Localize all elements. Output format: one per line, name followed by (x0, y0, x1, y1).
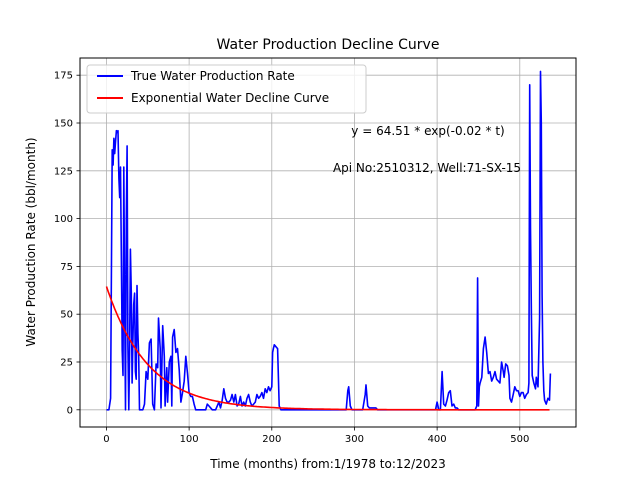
equation-annotation: y = 64.51 * exp(-0.02 * t) (351, 124, 504, 138)
x-tick-label: 200 (262, 434, 281, 445)
legend-label-true-rate: True Water Production Rate (130, 69, 295, 83)
x-tick-label: 400 (428, 434, 447, 445)
x-axis-label: Time (months) from:1/1978 to:12/2023 (209, 457, 446, 471)
y-tick-label: 25 (60, 357, 73, 368)
legend: True Water Production Rate Exponential W… (86, 64, 367, 114)
y-tick-label: 100 (54, 214, 73, 225)
series-line-true-rate (106, 70, 552, 411)
y-tick-label: 50 (60, 310, 73, 321)
legend-label-decline-curve: Exponential Water Decline Curve (131, 91, 329, 105)
y-tick-label: 125 (54, 166, 73, 177)
x-axis: 0 100 200 300 400 500 (103, 427, 529, 445)
series-line-decline-curve (105, 286, 550, 411)
x-tick-label: 100 (180, 434, 199, 445)
y-tick-label: 0 (67, 405, 73, 416)
y-tick-label: 150 (54, 119, 73, 130)
x-tick-label: 300 (345, 434, 364, 445)
series-layer (105, 70, 552, 411)
well-annotation: Api No:2510312, Well:71-SX-15 (333, 161, 521, 175)
plot-frame (79, 57, 577, 428)
x-tick-label: 0 (103, 434, 109, 445)
chart-title: Water Production Decline Curve (217, 37, 440, 53)
y-tick-label: 175 (54, 71, 73, 82)
y-axis-label: Water Production Rate (bbl/month) (24, 137, 38, 346)
y-tick-label: 75 (60, 262, 73, 273)
x-tick-label: 500 (510, 434, 529, 445)
legend-box (86, 64, 367, 114)
y-axis: 0 25 50 75 100 125 150 175 (54, 71, 80, 416)
